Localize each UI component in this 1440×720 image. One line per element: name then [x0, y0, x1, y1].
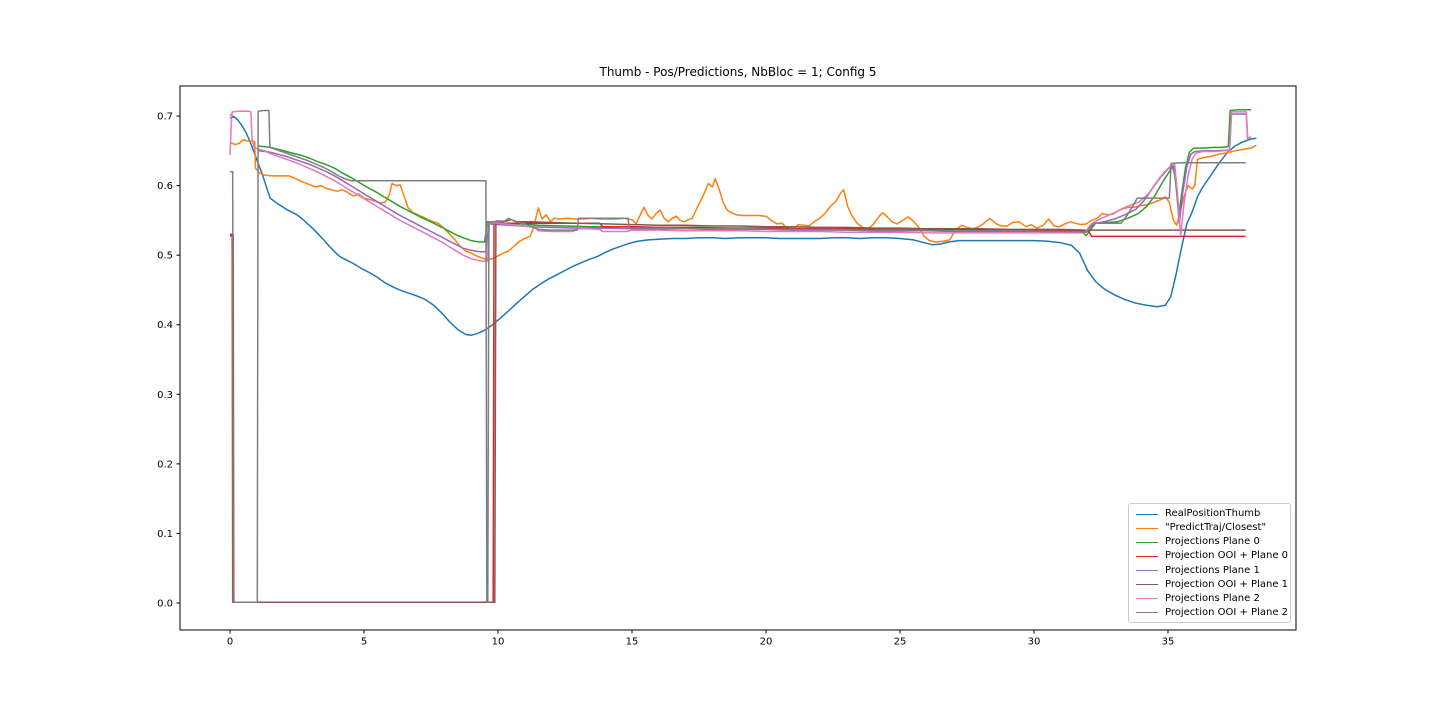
legend-entry-3: Projection OOI + Plane 0	[1136, 549, 1288, 563]
x-tick-label: 20	[760, 637, 773, 648]
legend-line-swatch	[1136, 527, 1158, 529]
series-line-0	[229, 115, 1257, 336]
series-line-5	[230, 218, 1246, 604]
axes-spines	[179, 85, 1297, 631]
y-tick-label: 0.5	[157, 251, 173, 262]
x-tick-label: 30	[1028, 637, 1041, 648]
legend-entry-0: RealPositionThumb	[1136, 507, 1284, 521]
legend-label: Projections Plane 0	[1165, 536, 1260, 548]
series-line-1	[229, 138, 1257, 261]
legend-line-swatch	[1136, 555, 1158, 557]
y-tick-label: 0.0	[157, 599, 173, 610]
legend-entry-5: Projection OOI + Plane 1	[1136, 578, 1288, 592]
legend-label: Projection OOI + Plane 0	[1165, 550, 1289, 562]
x-tick-label: 35	[1162, 637, 1175, 648]
y-tick-label: 0.6	[157, 181, 173, 192]
legend-line-swatch	[1136, 513, 1158, 515]
chart-title: Thumb - Pos/Predictions, NbBloc = 1; Con…	[599, 65, 877, 79]
y-tick-label: 0.1	[157, 529, 173, 540]
axes-layer: 0 5 10 15 20 25 30 35 0.0 0.1 0.2 0.3 0.4 0.5 0.6 0.7	[157, 85, 1297, 648]
y-tick-label: 0.4	[157, 320, 173, 331]
legend-line-swatch	[1136, 570, 1158, 572]
series-line-6	[229, 110, 1252, 263]
x-tick-label: 0	[227, 637, 233, 648]
legend-label: RealPositionThumb	[1165, 508, 1261, 520]
legend-entry-2: Projections Plane 0	[1136, 535, 1284, 549]
x-tick-label: 5	[361, 637, 367, 648]
legend-line-swatch	[1136, 598, 1158, 600]
legend-label: Projections Plane 1	[1165, 564, 1260, 576]
y-tick-label: 0.7	[157, 112, 173, 123]
legend-entry-6: Projections Plane 2	[1136, 592, 1284, 606]
series-layer	[229, 109, 1257, 604]
legend-entry-1: "PredictTraj/Closest"	[1136, 521, 1284, 535]
legend-label: Projection OOI + Plane 1	[1165, 578, 1289, 590]
legend-entry-4: Projections Plane 1	[1136, 564, 1284, 578]
legend-box: RealPositionThumb "PredictTraj/Closest" Pr…	[1128, 503, 1291, 623]
legend-label: "PredictTraj/Closest"	[1165, 522, 1267, 534]
x-tick-label: 10	[492, 637, 505, 648]
legend-label: Projections Plane 2	[1165, 592, 1260, 604]
x-tick-label: 15	[626, 637, 639, 648]
legend-line-swatch	[1136, 584, 1158, 586]
legend-line-swatch	[1136, 612, 1158, 614]
legend-line-swatch	[1136, 541, 1158, 543]
series-line-7	[230, 109, 1246, 604]
y-tick-label: 0.3	[157, 390, 173, 401]
legend-entry-7: Projection OOI + Plane 2	[1136, 606, 1288, 620]
x-tick-label: 25	[894, 637, 907, 648]
legend-label: Projection OOI + Plane 2	[1165, 606, 1289, 618]
y-tick-label: 0.2	[157, 459, 173, 470]
